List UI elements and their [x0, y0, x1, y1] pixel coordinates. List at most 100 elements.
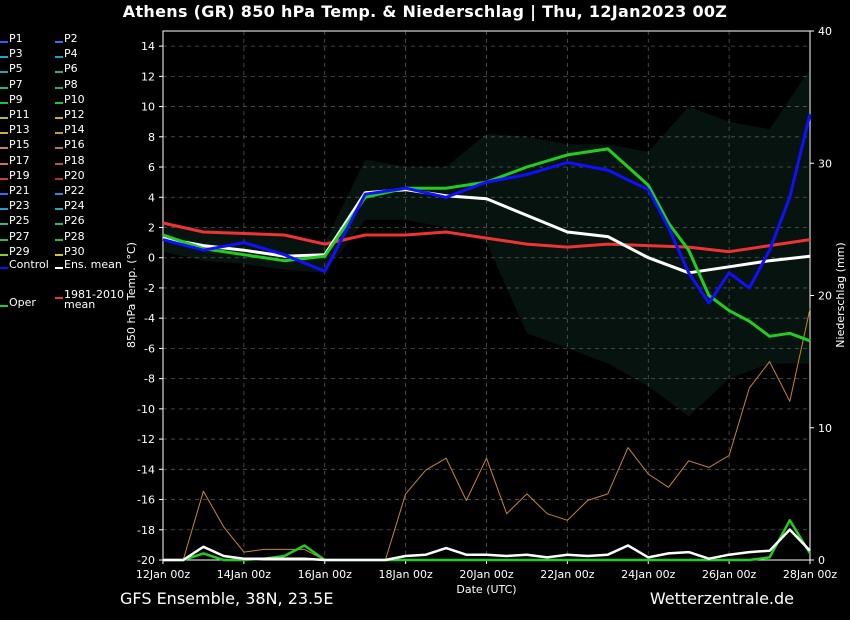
legend: P1 P2 P3 P4 P5 P6 P7 P8 P9 P10 P11 P12 P13 P14 P15 P16 P… — [0, 32, 130, 322]
legend-swatch — [0, 117, 8, 119]
legend-swatch — [55, 132, 63, 135]
legend-swatch — [0, 223, 8, 226]
legend-swatch — [0, 238, 8, 241]
x-tick-label: 28Jan 00z — [783, 568, 837, 581]
legend-swatch — [55, 193, 63, 195]
legend-swatch — [0, 86, 8, 89]
x-tick-label: 24Jan 00z — [621, 568, 675, 581]
legend-label: P1 — [9, 32, 23, 45]
y-tick-label: -18 — [137, 524, 155, 537]
y-tick-label: -6 — [144, 342, 155, 355]
legend-label: P17 — [9, 153, 30, 167]
x-tick-label: 14Jan 00z — [217, 568, 271, 581]
y-tick-label: 8 — [148, 131, 155, 144]
precip-mean-line — [163, 528, 811, 562]
legend-label: Ens. mean — [64, 258, 122, 271]
legend-label: P11 — [9, 108, 30, 121]
legend-swatch — [55, 86, 63, 89]
legend-label: P27 — [9, 229, 30, 243]
legend-swatch — [55, 223, 63, 226]
legend-label: P10 — [64, 92, 85, 106]
legend-swatch — [55, 253, 63, 256]
legend-swatch — [55, 56, 63, 59]
legend-swatch — [55, 162, 63, 165]
legend-swatch — [0, 41, 8, 43]
x-axis-label: Date (UTC) — [456, 583, 516, 596]
y-tick-label: -12 — [137, 433, 155, 446]
y-tick-label: -2 — [144, 282, 155, 295]
legend-label: P26 — [64, 214, 85, 228]
legend-swatch — [0, 208, 8, 211]
legend-label: P13 — [9, 123, 30, 137]
legend-label: P5 — [9, 62, 23, 76]
legend-label: P6 — [64, 62, 78, 76]
legend-label: P30 — [64, 244, 85, 258]
y2-tick-label: 10 — [818, 422, 832, 435]
legend-label: P3 — [9, 47, 23, 61]
y-tick-label: 14 — [141, 40, 155, 53]
series-line-oper — [162, 147, 811, 343]
chart-title: Athens (GR) 850 hPa Temp. & Niederschlag… — [122, 2, 728, 21]
legend-label: P20 — [64, 168, 85, 182]
legend-label: P7 — [9, 77, 23, 91]
y-tick-label: -20 — [137, 554, 155, 567]
legend-swatch — [0, 132, 8, 135]
legend-label: P23 — [9, 199, 30, 213]
legend-swatch — [0, 162, 8, 165]
legend-label: P4 — [64, 47, 78, 61]
legend-swatch — [55, 238, 63, 241]
legend-swatch — [55, 147, 63, 150]
legend-label: Control — [9, 258, 49, 271]
legend-swatch — [55, 117, 63, 119]
y-tick-label: -16 — [137, 494, 155, 507]
legend-label: P14 — [64, 123, 85, 137]
legend-swatch — [0, 101, 8, 104]
legend-swatch — [55, 101, 63, 104]
legend-label: P21 — [9, 184, 30, 197]
legend-swatch — [0, 56, 8, 59]
precip-max-line — [163, 308, 811, 561]
legend-swatch — [55, 208, 63, 211]
x-tick-label: 18Jan 00z — [379, 568, 433, 581]
legend-swatch — [0, 305, 8, 307]
y2-tick-label: 40 — [818, 25, 832, 38]
legend-swatch — [55, 41, 63, 43]
legend-label: P29 — [9, 244, 30, 258]
legend-swatch — [55, 297, 63, 299]
series-line-clim — [162, 221, 811, 254]
legend-label: P22 — [64, 184, 85, 197]
x-tick-label: 20Jan 00z — [459, 568, 513, 581]
source-watermark: Wetterzentrale.de — [649, 589, 794, 608]
y-tick-label: -14 — [137, 463, 155, 476]
model-location-label: GFS Ensemble, 38N, 23.5E — [120, 589, 334, 608]
precip-oper-line — [163, 519, 812, 562]
legend-label: P18 — [64, 153, 85, 167]
legend-label: P9 — [9, 92, 23, 106]
legend-swatch — [0, 193, 8, 195]
legend-swatch — [0, 147, 8, 150]
series-line-control — [162, 113, 812, 305]
x-tick-label: 12Jan 00z — [136, 568, 190, 581]
y2-tick-label: 20 — [818, 290, 832, 303]
y-tick-label: 2 — [148, 221, 155, 234]
legend-swatch — [55, 177, 63, 180]
legend-label: 1981-2010 mean — [64, 288, 124, 311]
legend-swatch — [55, 71, 63, 74]
legend-label: P19 — [9, 168, 30, 182]
legend-label: Oper — [9, 296, 36, 309]
legend-swatch — [55, 267, 63, 269]
legend-label: P16 — [64, 138, 85, 152]
y2-tick-label: 0 — [818, 554, 825, 567]
y2-axis-label: Niederschlag (mm) — [834, 242, 847, 347]
x-tick-label: 22Jan 00z — [540, 568, 594, 581]
y-tick-label: 0 — [148, 252, 155, 265]
plot-frame — [162, 30, 811, 561]
y-tick-label: 12 — [141, 70, 155, 83]
legend-label: P28 — [64, 229, 85, 243]
y-tick-label: -8 — [144, 373, 155, 386]
legend-swatch — [0, 253, 8, 256]
x-tick-label: 16Jan 00z — [298, 568, 352, 581]
legend-label: P24 — [64, 199, 85, 213]
legend-label: P2 — [64, 32, 78, 45]
legend-swatch — [0, 177, 8, 180]
